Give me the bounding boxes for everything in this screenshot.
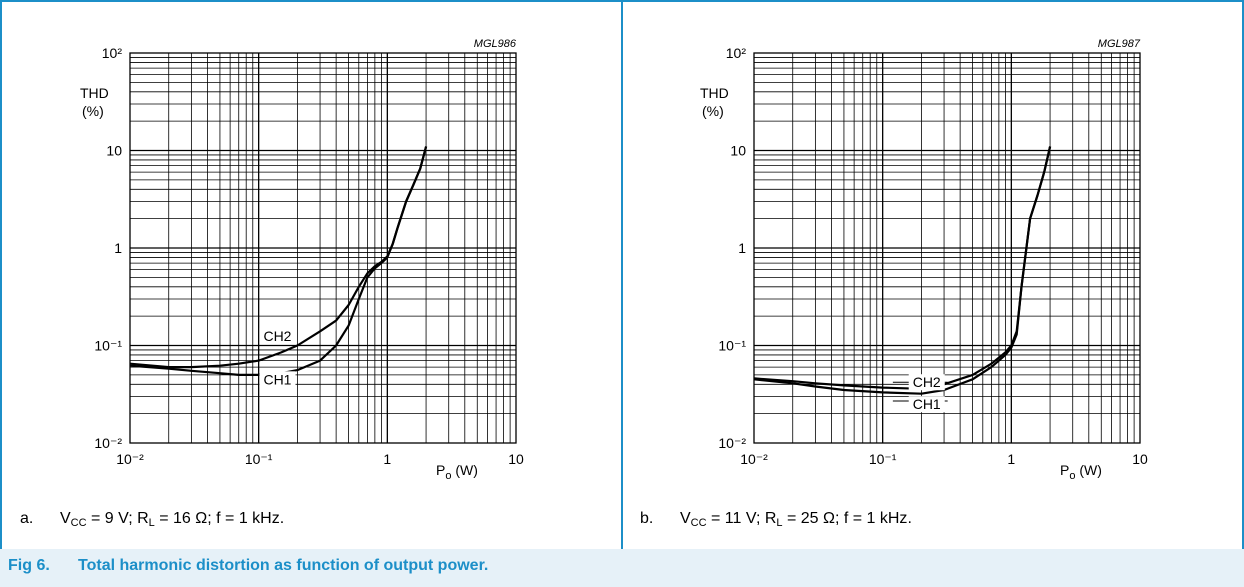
x-axis-label: Po (W) (436, 462, 478, 482)
condition-prefix: b. (640, 510, 654, 527)
series-label-bg (908, 396, 945, 413)
figure-title: Total harmonic distortion as function of… (78, 557, 489, 574)
series-label-ch2: CH2 (263, 328, 291, 344)
series-label-bg (259, 371, 296, 388)
y-tick-label: 10⁻¹ (94, 338, 122, 354)
frame-divider (621, 0, 623, 549)
y-tick-label: 10⁻² (94, 435, 122, 451)
y-axis-label: THD (80, 85, 109, 101)
x-tick-label: 10⁻² (740, 451, 768, 467)
y-tick-label: 10² (102, 45, 123, 61)
frame-left (0, 0, 2, 549)
thd-chart-b: 10⁻² 10⁻¹ 1 10 10² 10⁻² 10⁻¹ 1 10 THD (%) Po (W) MGL… (700, 38, 1148, 482)
y-tick-label: 10 (106, 143, 122, 159)
chart-panel-b: 10⁻² 10⁻¹ 1 10 10² 10⁻² 10⁻¹ 1 10 THD (%) Po (W) MGL… (624, 0, 1244, 547)
x-tick-label: 1 (1007, 451, 1015, 467)
y-tick-label: 10⁻² (718, 435, 746, 451)
grid (130, 53, 516, 443)
y-axis-label: THD (700, 85, 729, 101)
condition-prefix: a. (20, 510, 34, 527)
figure-id: MGL986 (474, 38, 517, 50)
figure-caption: Fig 6. Total harmonic distortion as funct… (0, 549, 1244, 587)
series-line-ch1 (129, 146, 428, 376)
condition-f: 1 kHz (238, 510, 280, 527)
x-tick-label: 1 (383, 451, 391, 467)
frame-right (1242, 0, 1244, 549)
condition-rl: 25 Ω (800, 510, 835, 527)
series-label-ch1: CH1 (913, 396, 941, 412)
y-tick-label: 10⁻¹ (718, 338, 746, 354)
figure-id: MGL987 (1098, 38, 1141, 50)
y-axis-unit: (%) (702, 103, 724, 119)
y-tick-label: 1 (114, 240, 122, 256)
plot-area-border (753, 52, 1141, 444)
x-tick-label: 10⁻¹ (245, 451, 273, 467)
condition-line-b: b. VCC = 11 V; RL = 25 Ω; f = 1 kHz. (640, 510, 912, 529)
x-tick-label: 10⁻¹ (869, 451, 897, 467)
condition-vcc: 11 V (724, 510, 756, 527)
series-label-bg (908, 374, 945, 391)
series-line-ch1 (753, 146, 1052, 395)
series-label-bg (259, 328, 296, 345)
condition-line-a: a. VCC = 9 V; RL = 16 Ω; f = 1 kHz. (20, 510, 285, 529)
y-tick-label: 1 (738, 240, 746, 256)
series-label-ch1: CH1 (263, 371, 291, 387)
y-axis-unit: (%) (82, 103, 104, 119)
plot-area-border (129, 52, 517, 444)
condition-rl: 16 Ω (173, 510, 208, 527)
y-tick-label: 10² (726, 45, 747, 61)
figure-number: Fig 6. (8, 557, 50, 574)
thd-chart-a: 10⁻² 10⁻¹ 1 10 10² 10⁻² 10⁻¹ 1 10 THD (%) Po (W) MGL… (80, 38, 524, 482)
x-tick-label: 10 (1132, 451, 1148, 467)
x-tick-label: 10⁻² (116, 451, 144, 467)
x-axis-label: Po (W) (1060, 462, 1102, 482)
x-tick-label: 10 (508, 451, 524, 467)
condition-vcc: 9 V (104, 510, 129, 527)
series-label-ch2: CH2 (913, 374, 941, 390)
chart-panel-a: 10⁻² 10⁻¹ 1 10 10² 10⁻² 10⁻¹ 1 10 THD (%) Po (W) MGL… (0, 0, 620, 547)
condition-f: 1 kHz (866, 510, 908, 527)
y-tick-label: 10 (730, 143, 746, 159)
